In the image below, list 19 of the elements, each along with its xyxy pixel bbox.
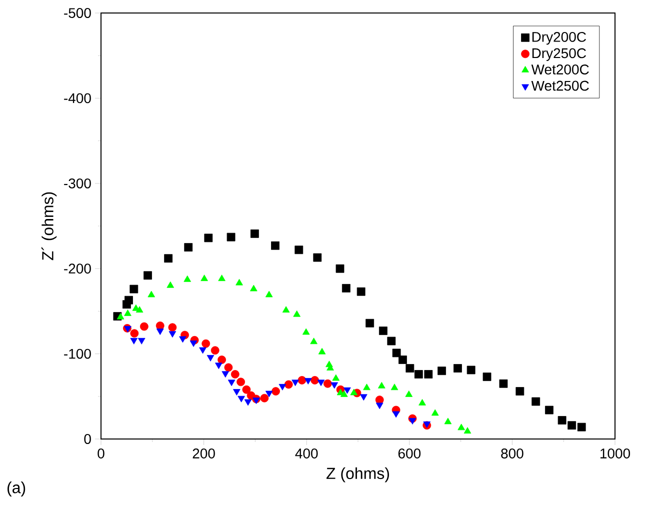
legend-label: Wet200C xyxy=(531,64,589,74)
x-tick-label: 600 xyxy=(398,448,421,458)
legend-label: Dry200C xyxy=(532,32,586,45)
text: (a) xyxy=(8,482,26,496)
legend-label: Dry250C xyxy=(532,48,586,61)
y-tick-label: -100 xyxy=(64,348,91,359)
x-tick-label: 800 xyxy=(501,448,524,458)
x-axis-title: Z (ohms) xyxy=(326,467,389,482)
x-tick-label: 200 xyxy=(192,448,215,458)
y-tick-label: -400 xyxy=(64,93,91,104)
y-tick-label: -200 xyxy=(64,264,91,274)
x-tick-label: 0 xyxy=(98,448,104,458)
y-tick-label: -500 xyxy=(64,8,91,18)
x-tick-label: 400 xyxy=(295,448,318,458)
y-tick-label: 0 xyxy=(84,434,91,444)
y-axis-title: Z´ (ohms) xyxy=(41,192,57,260)
y-tick-label: -300 xyxy=(64,178,91,188)
x-tick-label: 1000 xyxy=(600,448,630,458)
legend-label: Wet250C xyxy=(531,80,589,91)
